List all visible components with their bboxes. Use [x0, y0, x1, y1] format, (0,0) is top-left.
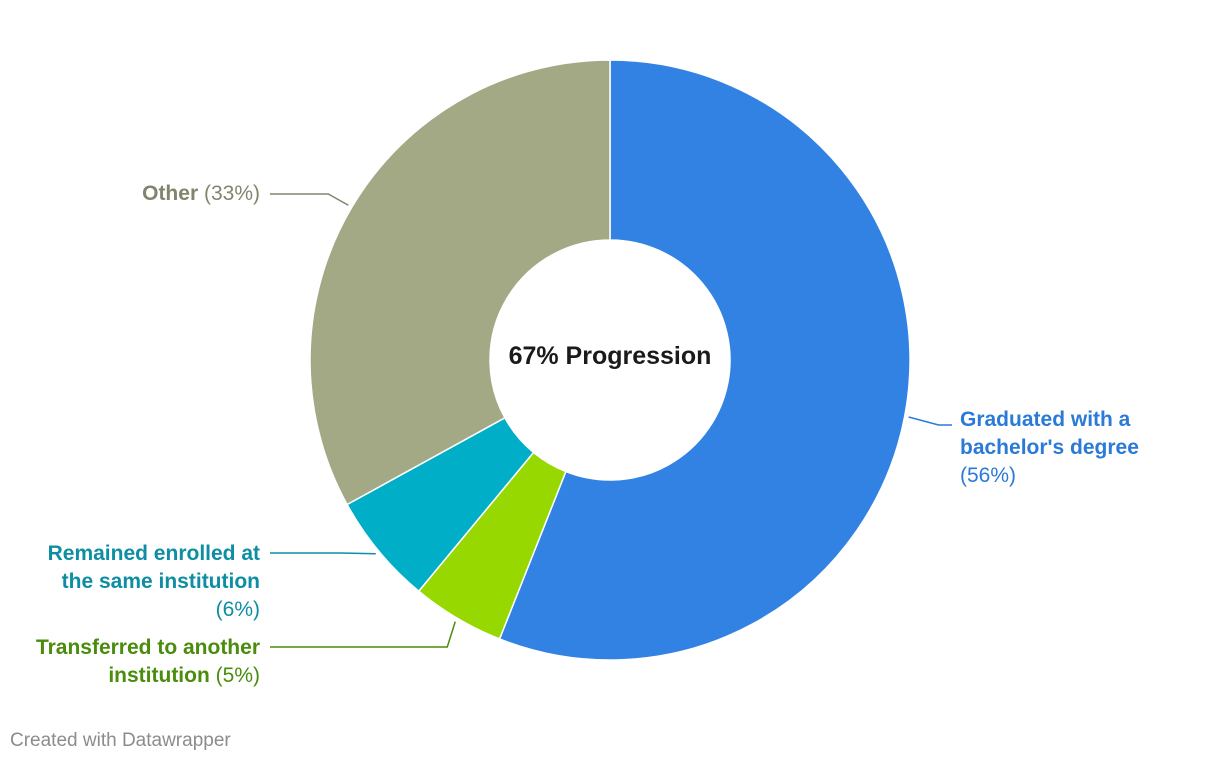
leader-line-other	[270, 193, 349, 206]
credit-text: Created with Datawrapper	[10, 730, 231, 751]
label-graduated-line-2: bachelor's degree	[960, 436, 1139, 459]
label-remained-line-1: Remained enrolled at	[47, 542, 260, 565]
label-transferred-value: (5%)	[215, 664, 260, 687]
slice-graduated	[498, 59, 911, 661]
label-remained-line-2: the same institution	[61, 570, 260, 593]
label-other-name: Other	[142, 182, 199, 205]
label-graduated: Graduated with a bachelor's degree (56%)	[960, 406, 1139, 490]
slice-other	[309, 59, 611, 506]
label-transferred-line-2-row: institution (5%)	[36, 662, 260, 690]
label-other: Other (33%)	[142, 180, 260, 208]
label-other-value: (33%)	[203, 182, 260, 205]
leader-line-remained	[270, 552, 376, 555]
label-graduated-line-1: Graduated with a	[960, 408, 1131, 431]
label-graduated-value: (56%)	[960, 464, 1017, 487]
label-transferred-line-2: institution	[108, 664, 210, 687]
label-remained-value: (6%)	[215, 598, 260, 621]
leader-lines	[270, 193, 952, 648]
donut-slices	[309, 59, 911, 661]
label-remained: Remained enrolled at the same institutio…	[48, 540, 260, 624]
label-transferred-line-1: Transferred to another	[35, 636, 260, 659]
center-label: 67% Progression	[508, 342, 712, 370]
leader-line-graduated	[908, 416, 952, 426]
leader-line-transferred	[270, 621, 456, 648]
label-transferred: Transferred to another institution (5%)	[36, 634, 260, 690]
